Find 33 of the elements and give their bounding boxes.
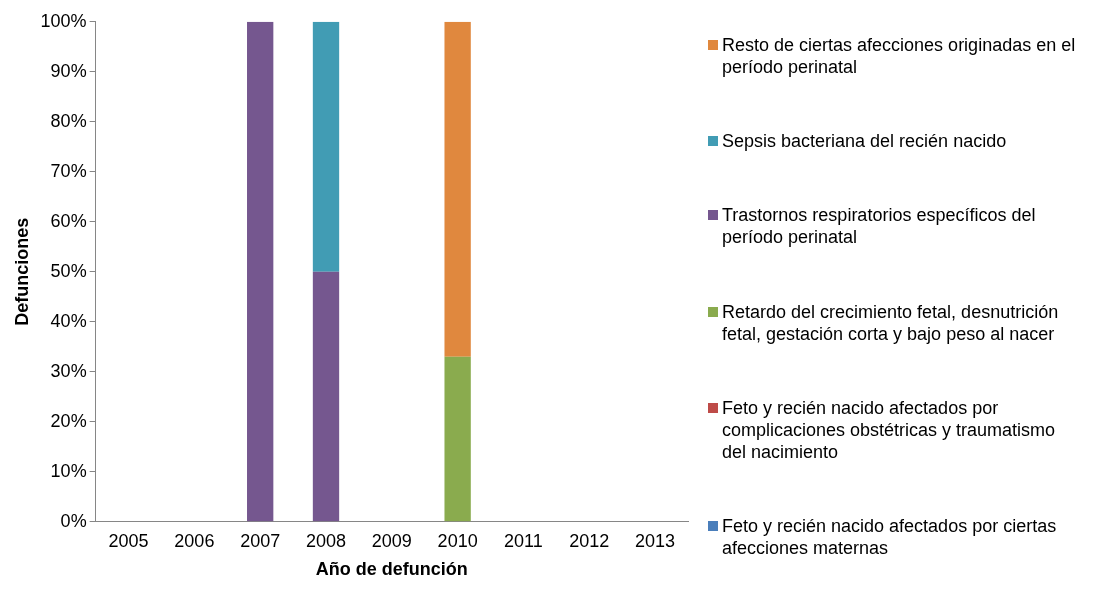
y-tick-label: 70% bbox=[50, 160, 87, 181]
y-tick-label: 100% bbox=[40, 10, 87, 31]
x-tick-label: 2008 bbox=[305, 530, 347, 551]
y-tick-label: 60% bbox=[50, 210, 87, 231]
x-tick-label: 2009 bbox=[371, 530, 412, 551]
bar bbox=[444, 356, 471, 522]
bar bbox=[312, 21, 340, 272]
x-tick-label: 2005 bbox=[108, 530, 149, 551]
x-tick-label: 2013 bbox=[635, 530, 676, 551]
y-tick-label: 80% bbox=[50, 110, 87, 131]
x-tick-label: 2012 bbox=[569, 530, 610, 551]
x-tick-label: 2010 bbox=[437, 530, 478, 551]
legend-label: Feto y recién nacido afectados por ciertas afecciones maternas bbox=[722, 514, 1058, 559]
y-tick-label: 30% bbox=[50, 360, 87, 381]
legend-label: Sepsis bacteriana del recién nacido bbox=[722, 130, 1007, 153]
legend-label: Resto de ciertas afecciones originadas en el período perinatal bbox=[722, 34, 1077, 79]
legend-label: Feto y recién nacido afectados por complicaciones obstétricas y traumatismo del nacimiento bbox=[722, 396, 1057, 463]
x-tick-label: 2011 bbox=[504, 530, 543, 551]
legend-label: Trastornos respiratorios específicos del período perinatal bbox=[722, 204, 1037, 249]
x-tick-label: 2007 bbox=[240, 530, 281, 551]
y-tick-label: 50% bbox=[50, 260, 87, 281]
y-axis-title: Defunciones bbox=[11, 217, 32, 326]
y-tick-label: 90% bbox=[50, 60, 87, 81]
y-tick-label: 10% bbox=[50, 460, 87, 481]
x-tick-label: 2006 bbox=[174, 530, 215, 551]
x-axis-title: Año de defunción bbox=[315, 559, 468, 580]
y-tick-label: 40% bbox=[50, 310, 87, 331]
y-tick-label: 20% bbox=[50, 410, 87, 431]
bar bbox=[444, 21, 471, 357]
bar bbox=[312, 271, 340, 522]
bar bbox=[247, 21, 274, 522]
legend-label: Retardo del crecimiento fetal, desnutrición fetal, gestación corta y bajo peso al nacer bbox=[722, 300, 1060, 345]
y-tick-label: 0% bbox=[60, 510, 87, 531]
